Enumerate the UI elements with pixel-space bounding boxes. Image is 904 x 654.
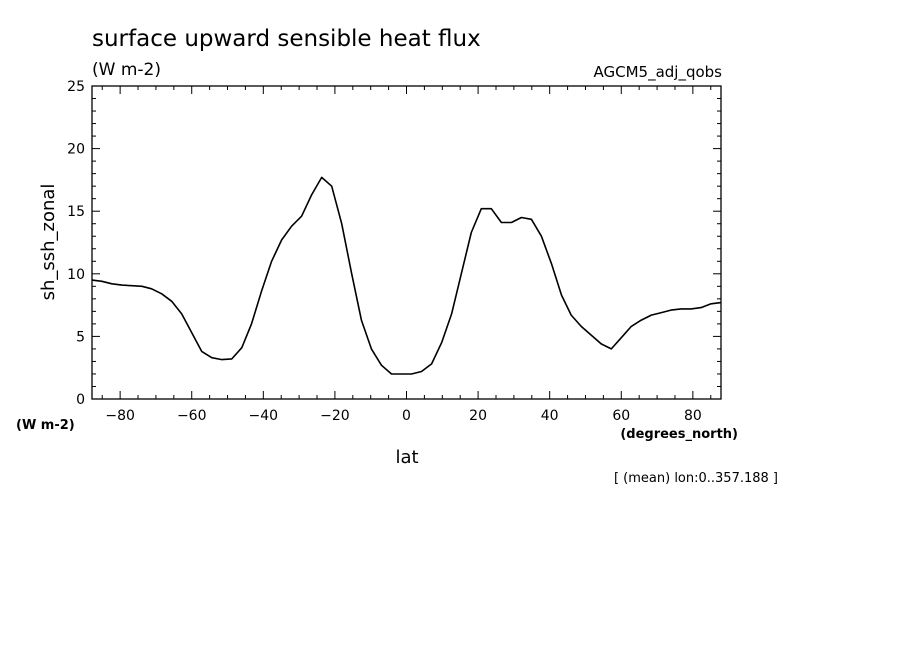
x-tick-label: 20	[469, 408, 487, 424]
x-tick-label: 80	[684, 408, 702, 424]
x-tick-label: −40	[249, 408, 279, 424]
y-tick-label: 25	[67, 79, 85, 95]
y-tick-label: 20	[67, 142, 85, 158]
y-axis-units: (W m-2)	[16, 418, 75, 433]
x-tick-label: 0	[402, 408, 411, 424]
series-line	[91, 176, 722, 375]
x-tick-label: −20	[320, 408, 350, 424]
axis-ticks	[92, 85, 721, 400]
y-tick-label: 10	[67, 267, 85, 283]
x-tick-labels: −80 −60 −40 −20 0 20 40 60 80	[105, 408, 701, 424]
x-tick-label: 60	[612, 408, 630, 424]
y-tick-label: 5	[76, 329, 85, 345]
y-tick-labels: 0 5 10 15 20 25	[67, 79, 85, 408]
footnote: [ (mean) lon:0..357.188 ]	[614, 471, 778, 486]
y-axis-label: sh_ssh_zonal	[38, 184, 59, 301]
y-tick-label: 15	[67, 204, 85, 220]
dataset-label: AGCM5_adj_qobs	[594, 63, 723, 82]
plot-frame	[91, 85, 722, 400]
x-axis-units: (degrees_north)	[620, 427, 738, 442]
title-units: (W m-2)	[92, 60, 161, 80]
chart-title: surface upward sensible heat flux	[92, 26, 481, 52]
x-tick-label: −60	[177, 408, 207, 424]
x-tick-label: 40	[541, 408, 559, 424]
x-tick-label: −80	[105, 408, 135, 424]
y-tick-label: 0	[76, 392, 85, 408]
x-axis-label: lat	[395, 447, 418, 468]
